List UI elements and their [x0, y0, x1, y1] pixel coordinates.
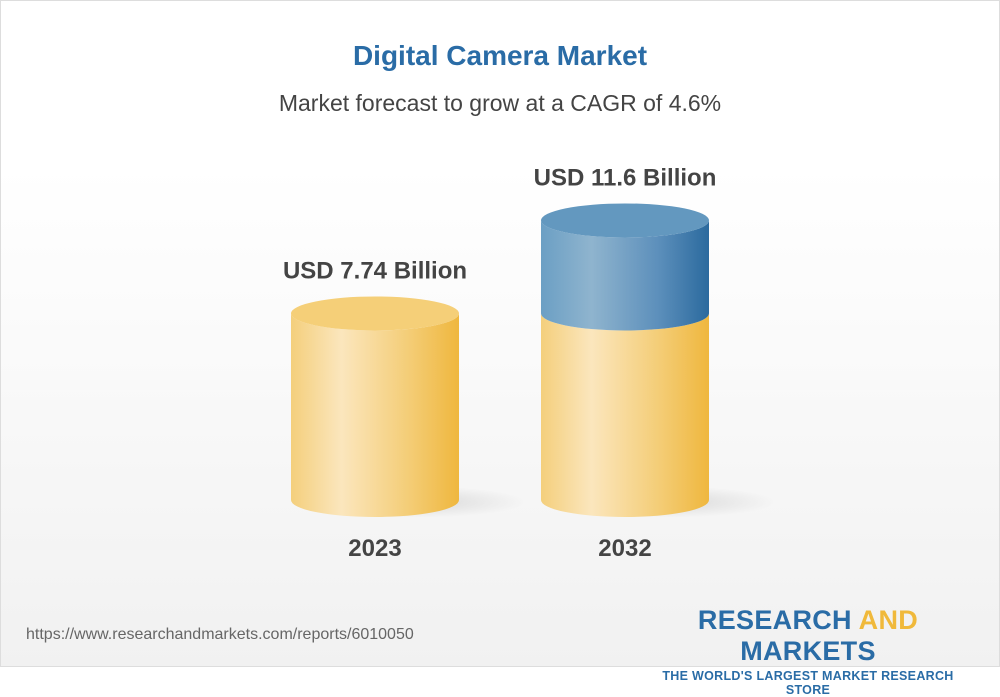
chart: USD 7.74 Billion 2023 USD 11.6 Billion 2032: [283, 164, 775, 562]
research-and-markets-logo: RESEARCH AND MARKETS THE WORLD'S LARGEST…: [662, 605, 954, 697]
category-label: 2023: [348, 535, 401, 562]
data-label: USD 7.74 Billion: [283, 257, 467, 284]
bar-top-2023: [291, 296, 459, 331]
category-label: 2032: [598, 535, 651, 562]
bar-growth-segment-2032: [541, 220, 709, 331]
bar-top-2032: [541, 203, 709, 238]
chart-subtitle: Market forecast to grow at a CAGR of 4.6…: [278, 90, 722, 116]
data-label: USD 11.6 Billion: [534, 164, 717, 191]
bar-2023: [291, 313, 459, 517]
source-url[interactable]: https://www.researchandmarkets.com/repor…: [26, 626, 414, 643]
chart-title: Digital Camera Market: [352, 40, 648, 71]
bar-base-segment-2032: [541, 313, 709, 517]
